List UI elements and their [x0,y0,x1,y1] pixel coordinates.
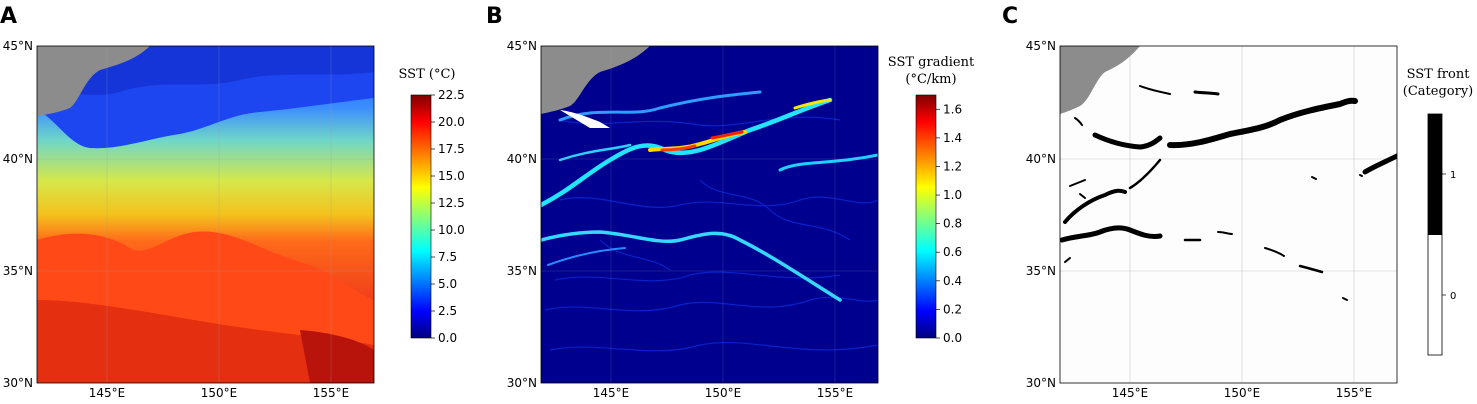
map-frame-a [36,45,375,384]
colorbar-tick-label: 10.0 [438,223,465,237]
panel-letter-a: A [0,4,17,29]
colorbar-tick-label: 1.2 [943,159,962,173]
grid-lines [37,46,374,383]
colorbar-tick-label: 1.0 [943,188,962,202]
land-hokkaido [37,46,150,116]
lon-label: 145°E [593,386,630,400]
lat-label: 40°N [507,152,537,166]
colorbar-c-tick-label: 0 [1450,291,1456,302]
lon-label: 150°E [1224,386,1261,400]
colorbar-c-frame [1427,113,1443,356]
lon-label: 145°E [89,386,126,400]
lat-label: 45°N [507,39,537,53]
lat-axis-c: 45°N 40°N 35°N 30°N [1026,39,1056,390]
panel-letter-c: C [1002,4,1018,29]
panel-b: B [486,4,975,400]
colorbar-tick-label: 15.0 [438,169,465,183]
colorbar-tick-label: 0.2 [943,302,962,316]
colorbar-tick-label: 5.0 [438,277,457,291]
colorbar-title-c-unit: (Category) [1403,84,1473,99]
lat-label: 45°N [1026,39,1056,53]
colorbar-tick-label: 7.5 [438,250,457,264]
lat-label: 35°N [507,264,537,278]
colorbar-a: SST (°C) 0.0 2.5 5.0 7.5 10.0 12.5 15.0 17.5 20.… [399,67,465,345]
lon-axis-a: 145°E 150°E 155°E [89,386,350,400]
colorbar-title-b-unit: (°C/km) [905,72,956,87]
colorbar-tick-label: 22.5 [438,88,465,102]
lon-axis-b: 145°E 150°E 155°E [593,386,854,400]
colorbar-a-bar [410,94,432,339]
colorbar-tick-label: 1.6 [943,102,962,116]
grid-lines [541,46,878,383]
lat-label: 45°N [3,39,33,53]
front-lines [1060,85,1397,301]
colorbar-c: SST front (Category) 1 0 [1403,67,1473,356]
colorbar-tick-label: 17.5 [438,142,465,156]
lon-label: 150°E [201,386,238,400]
lat-label: 35°N [3,264,33,278]
colorbar-tick-label: 1.4 [943,131,962,145]
lat-label: 35°N [1026,264,1056,278]
lon-label: 145°E [1112,386,1149,400]
lat-label: 40°N [3,152,33,166]
colorbar-title-a: SST (°C) [399,67,456,82]
land-hokkaido [541,46,650,114]
lat-label: 40°N [1026,152,1056,166]
colorbar-c-tick-label: 1 [1450,170,1456,181]
map-frame-b [540,45,879,384]
sst-map [37,46,374,383]
lat-axis-b: 45°N 40°N 35°N 30°N [507,39,537,390]
lon-axis-c: 145°E 150°E 155°E [1112,386,1373,400]
lon-label: 150°E [705,386,742,400]
colorbar-c-category-1 [1428,114,1442,235]
lon-label: 155°E [313,386,350,400]
front-lines [541,90,878,302]
colorbar-tick-label: 20.0 [438,115,465,129]
grid-lines [1060,46,1397,383]
colorbar-tick-label: 0.0 [438,331,457,345]
colorbar-title-b: SST gradient [888,55,975,70]
panel-a: A 45°N 40°N 35°N 30°N 145°E [0,4,465,400]
colorbar-tick-label: 2.5 [438,304,457,318]
gradient-map [541,46,878,383]
lon-label: 155°E [1336,386,1373,400]
colorbar-tick-label: 0.4 [943,274,962,288]
lat-label: 30°N [3,376,33,390]
colorbar-b: SST gradient (°C/km) 0.0 0.2 0.4 0.6 0.8 1.0 1… [888,55,975,345]
panel-c: C [1002,4,1473,400]
panel-letter-b: B [486,4,503,29]
colorbar-title-c: SST front [1407,67,1471,82]
colorbar-tick-label: 0.8 [943,217,962,231]
lat-label: 30°N [507,376,537,390]
lat-axis-a: 45°N 40°N 35°N 30°N [3,39,33,390]
colorbar-tick-label: 12.5 [438,196,465,210]
lon-label: 155°E [817,386,854,400]
colorbar-b-bar [915,94,937,339]
colorbar-c-category-0 [1428,235,1442,355]
colorbar-tick-label: 0.0 [943,331,962,345]
lat-label: 30°N [1026,376,1056,390]
colorbar-tick-label: 0.6 [943,245,962,259]
eddy-texture [544,116,878,352]
map-frame-c [1059,45,1398,384]
front-map [1060,46,1397,383]
land-hokkaido [1060,46,1140,114]
